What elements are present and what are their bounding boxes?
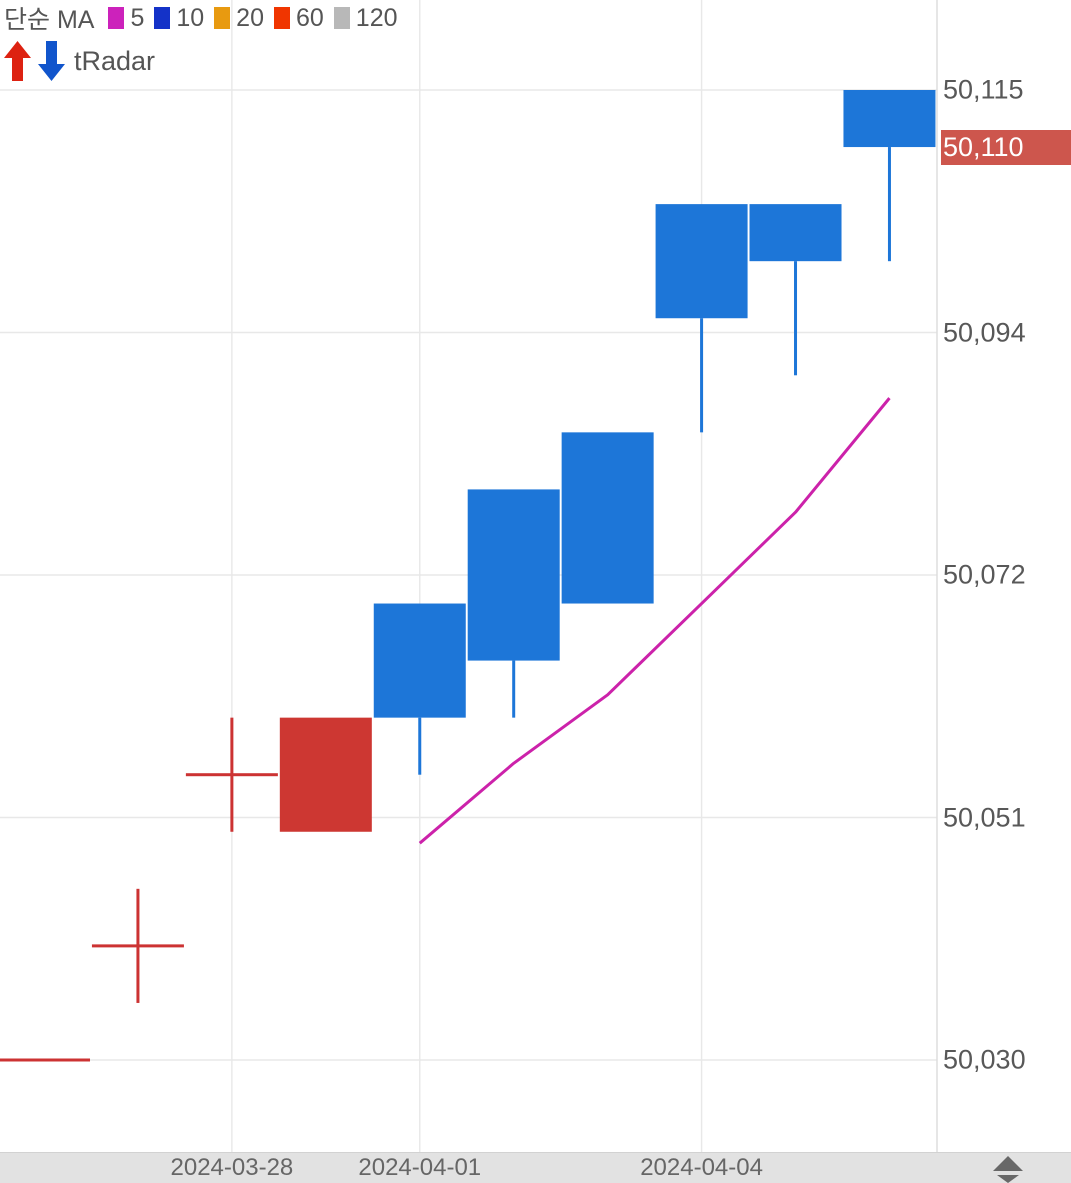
sort-arrows-icon[interactable]	[993, 1156, 1023, 1183]
down-candle[interactable]	[561, 432, 654, 604]
x-axis-label: 2024-04-04	[640, 1154, 763, 1181]
candle-lower-wick	[794, 261, 798, 376]
candle-lower-wick	[887, 147, 891, 262]
y-axis-label: 50,115	[943, 74, 1024, 105]
ma-period-swatch	[108, 7, 125, 29]
ma-period-label: 120	[355, 3, 398, 32]
doji-candle[interactable]	[185, 773, 278, 777]
down-candle[interactable]	[749, 204, 842, 262]
ma-period-swatch	[273, 7, 290, 29]
ma5-line	[418, 397, 891, 845]
x-axis-label: 2024-03-28	[170, 1154, 294, 1181]
candle-upper-wick	[230, 717, 234, 775]
ma-legend: 단순 MA 5 10 20 60 120	[4, 2, 398, 35]
down-candle[interactable]	[655, 204, 748, 319]
ma-period-label: 5	[130, 3, 145, 32]
doji-candle[interactable]	[0, 1058, 90, 1062]
ma-period-swatch	[154, 7, 171, 29]
ma-period-label: 10	[176, 3, 205, 32]
x-axis-label: 2024-04-01	[358, 1154, 482, 1181]
candle-lower-wick	[418, 717, 422, 775]
chart-header: 단순 MA 5 10 20 60 120 tRadar	[4, 2, 398, 82]
candle-lower-wick	[512, 660, 516, 718]
ma-legend-title: 단순 MA	[4, 6, 95, 34]
candle-lower-wick	[230, 774, 234, 832]
y-axis-label: 50,094	[943, 317, 1026, 347]
y-axis-label: 50,072	[943, 559, 1026, 590]
tradar-legend: tRadar	[4, 40, 398, 82]
y-axis-label: 50,030	[943, 1044, 1026, 1075]
ma-period-swatch	[214, 7, 231, 29]
ma-period-label: 20	[236, 3, 264, 32]
candlestick-chart[interactable]	[0, 0, 1071, 1152]
ma-period-label: 60	[295, 3, 324, 32]
tradar-label: tRadar	[74, 45, 156, 76]
down-candle[interactable]	[467, 489, 560, 661]
y-axis-label: 50,051	[943, 802, 1026, 832]
doji-candle[interactable]	[91, 944, 184, 948]
up-arrow-icon	[4, 41, 31, 81]
y-axis: 50,115 50,094 50,072 50,051 50,030	[941, 0, 1071, 1152]
candle-lower-wick	[136, 945, 140, 1003]
ma-period-swatch	[333, 7, 350, 29]
down-candle[interactable]	[843, 90, 936, 148]
candle-upper-wick	[136, 888, 140, 946]
down-candle[interactable]	[373, 603, 466, 718]
down-arrow-icon	[38, 41, 65, 81]
candle-lower-wick	[700, 318, 704, 433]
up-candle[interactable]	[279, 717, 372, 832]
last-price-marker: 50,110	[941, 129, 1071, 165]
x-axis-band: 2024-03-28 2024-04-01 2024-04-04	[0, 1152, 1071, 1183]
